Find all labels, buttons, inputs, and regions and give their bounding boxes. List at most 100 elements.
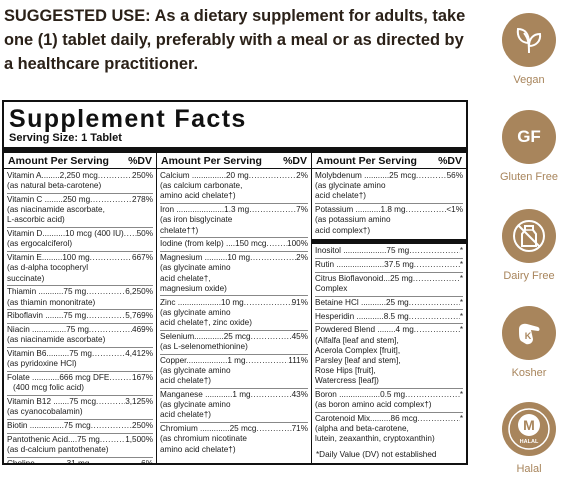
gluten-free-badge: GF Gluten Free (493, 110, 565, 183)
nutrient-row: Boron ..................0.5 mg * (315, 390, 463, 400)
leader-dots (409, 246, 460, 256)
nutrient-row: Calcium ...............20 mg 2% (160, 171, 308, 181)
nutrient-entry: Rutin .....................37.5 mg * (315, 260, 463, 273)
gf-icon: GF (502, 110, 556, 164)
nutrient-source: (as thiamin mononitrate) (7, 297, 96, 307)
gluten-free-label: Gluten Free (499, 171, 559, 183)
dv-header: %DV (438, 154, 462, 167)
nutrient-entry: Copper..................1 mg 111% (as glyc… (160, 356, 308, 389)
nutrient-entry: Iron .....................1.3 mg 7% (as ir… (160, 205, 308, 239)
nutrient-source: (as potassium amino (315, 215, 391, 225)
nutrient-name-amount: Powdered Blend ........4 mg (315, 325, 414, 335)
leader-dots (266, 239, 287, 249)
nutrient-source: Parsley [leaf and stem], (315, 355, 401, 365)
nutrient-row: Niacin ...............75 mg 469% (7, 325, 153, 335)
nutrient-dv: * (459, 325, 463, 335)
suggested-use-text: SUGGESTED USE: As a dietary supplement f… (4, 4, 474, 76)
nutrient-entry: Choline..............31 mg6%(as choline … (7, 458, 153, 465)
kosher-hand-icon: K (502, 306, 556, 360)
vegan-badge: Vegan (493, 13, 565, 86)
nutrient-dv: * (459, 297, 463, 307)
nutrient-entry: Manganese ............1 mg 43% (as glycina… (160, 390, 308, 423)
nutrient-row: Thiamin ...........75 mg 6,250% (7, 287, 153, 297)
nutrient-entry: Potassium ...........1.8 mg <1% (as potass… (315, 205, 463, 237)
leader-dots (86, 287, 125, 297)
nutrient-row: Biotin ...............75 mcg 250% (7, 421, 153, 431)
halal-mark: M (523, 417, 535, 433)
nutrient-name-amount: Magnesium ..........10 mg (160, 253, 251, 263)
nutrient-name-amount: Calcium ...............20 mg (160, 171, 249, 180)
nutrient-source: (as glycinate amino (315, 181, 386, 191)
nutrient-name-amount: Vitamin B6..........75 mg (7, 349, 92, 359)
nutrient-dv: 6,250% (125, 287, 153, 297)
nutrient-entry: Magnesium ..........10 mg 2% (as glycinate… (160, 253, 308, 297)
leader-dots (251, 332, 292, 342)
nutrient-dv: 250% (132, 421, 153, 431)
nutrient-source: Complex (315, 283, 348, 293)
nutrient-dv: 91% (291, 297, 308, 307)
nutrient-entry: Vitamin C ........250 mg 278% (as niacinam… (7, 195, 153, 228)
leader-dots (124, 229, 137, 239)
nutrient-dv: 278% (132, 194, 153, 204)
column-header: Amount Per Serving %DV (157, 153, 311, 169)
nutrient-entry: Niacin ...............75 mg 469% (as niaci… (7, 325, 153, 348)
nutrient-source: (as ergocalciferol) (7, 239, 73, 249)
nutrient-row: Choline..............31 mg 6% (7, 458, 153, 465)
nutrient-source: (as natural beta-carotene) (7, 181, 102, 191)
leader-dots (416, 171, 447, 181)
nutrient-name-amount: Rutin .....................37.5 mg (315, 259, 414, 269)
nutrient-dv: 1,500% (125, 434, 153, 444)
nutrient-row: Manganese ............1 mg 43% (160, 390, 308, 400)
leader-dots (91, 421, 132, 431)
nutrient-name-amount: Iron .....................1.3 mg (160, 205, 250, 215)
nutrient-name-amount: Zinc ...................10 mg (160, 297, 244, 307)
leader-dots (109, 373, 132, 383)
nutrient-entry: Molybdenum ...........25 mcg 56% (as glyci… (315, 171, 463, 204)
nutrient-row: Powdered Blend ........4 mg * (315, 325, 463, 335)
nutrient-source: (as glycinate amino (160, 365, 231, 375)
nutrient-entry: Vitamin B12 .......75 mcg 3,125% (as cyano… (7, 397, 153, 420)
nutrient-dv: 71% (291, 424, 308, 434)
nutrient-dv: 2% (296, 171, 308, 180)
nutrient-source: (as calcium carbonate, (160, 181, 243, 191)
amount-per-serving-header: Amount Per Serving (8, 154, 109, 167)
nutrient-source: magnesium oxide) (160, 283, 227, 293)
amount-per-serving-header: Amount Per Serving (161, 154, 262, 167)
nutrient-source: (as d-alpha tocopheryl (7, 263, 89, 273)
col3-rows: Molybdenum ...........25 mcg 56% (as glyci… (312, 169, 466, 446)
nutrient-source: chelate††) (160, 225, 199, 235)
leader-dots (409, 312, 460, 322)
nutrient-row: Copper..................1 mg 111% (160, 356, 308, 366)
nutrient-row: Folate ............666 mcg DFE 167% (7, 373, 153, 383)
nutrient-name-amount: Manganese ............1 mg (160, 389, 251, 399)
nutrient-name-amount: Folate ............666 mcg DFE (7, 373, 110, 383)
col3-top-rows: Molybdenum ...........25 mcg 56% (as glyci… (315, 171, 463, 237)
serving-size: Serving Size: 1 Tablet (9, 132, 122, 144)
nutrient-source: Rose Hips [fruit], (315, 366, 376, 376)
nutrient-name-amount: Boron ..................0.5 mg (315, 390, 406, 400)
leader-dots (89, 459, 141, 463)
nutrient-row: Inositol ...................75 mg * (315, 246, 463, 256)
nutrient-source: (alpha and beta-carotene, (315, 424, 409, 434)
nutrient-dv: 469% (132, 325, 153, 335)
kosher-badge: K Kosher (493, 306, 565, 379)
facts-column-1: Amount Per Serving %DV Vitamin A........… (4, 153, 157, 463)
leader-dots (251, 390, 292, 400)
leader-dots (417, 414, 459, 424)
supplement-facts-panel: Supplement Facts Serving Size: 1 Tablet … (2, 100, 468, 465)
nutrient-entry: Hesperidin ............8.5 mg * (315, 312, 463, 325)
leader-dots (414, 325, 460, 335)
nutrient-source: succinate) (7, 273, 45, 283)
nutrient-name-amount: Choline..............31 mg (7, 458, 90, 465)
nutrient-row: Magnesium ..........10 mg 2% (160, 253, 308, 263)
nutrient-name-amount: Vitamin C ........250 mg (7, 194, 91, 204)
nutrient-entry: Vitamin D..........10 mcg (400 IU) 50% (as… (7, 229, 153, 252)
leader-dots (249, 171, 296, 181)
nutrient-source: acid chelate†) (160, 410, 211, 420)
nutrient-name-amount: Riboflavin ........75 mg (7, 311, 87, 321)
nutrient-dv: * (459, 259, 463, 269)
nutrient-row: Iodine (from kelp) ....150 mcg 100% (160, 239, 308, 249)
nutrient-row: Selenium.............25 mcg 45% (160, 332, 308, 342)
facts-divider-bar (4, 147, 466, 153)
nutrient-dv: * (459, 390, 463, 400)
